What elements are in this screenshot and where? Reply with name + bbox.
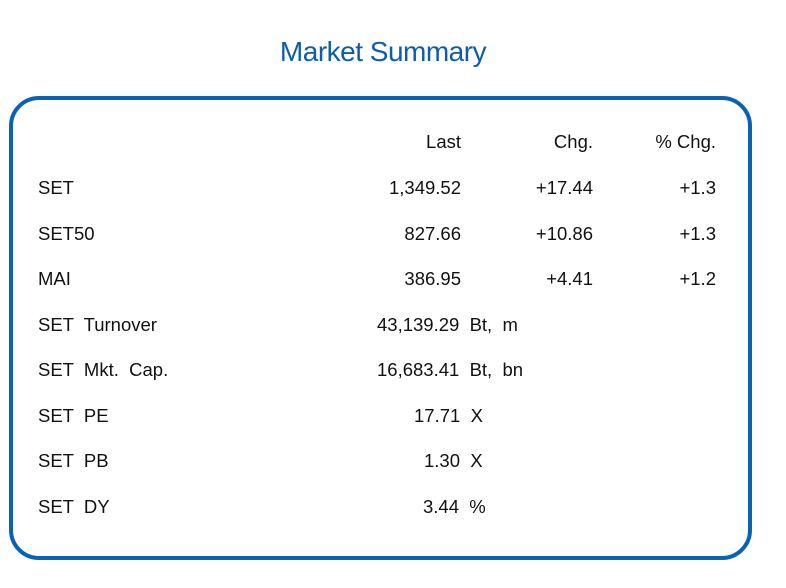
stat-name-pe: SET PE	[38, 405, 109, 426]
stat-value-dy: 3.44 %	[423, 496, 486, 517]
index-last-mai: 386.95	[404, 268, 461, 289]
market-summary-panel	[9, 96, 752, 560]
index-last-set: 1,349.52	[388, 177, 461, 198]
stat-name-mkt-cap: SET Mkt. Cap.	[38, 359, 169, 380]
stat-value-pe: 17.71 X	[414, 405, 483, 426]
index-name-mai: MAI	[38, 268, 71, 289]
index-pct-chg-mai: +1.2	[679, 268, 716, 289]
index-chg-mai: +4.41	[546, 268, 593, 289]
index-chg-set: +17.44	[535, 177, 593, 198]
stat-value-mkt-cap: 16,683.41 Bt, bn	[377, 359, 524, 380]
stat-value-pb: 1.30 X	[424, 450, 483, 471]
stat-name-turnover: SET Turnover	[38, 314, 157, 335]
index-name-set: SET	[38, 177, 74, 198]
stat-name-dy: SET DY	[38, 496, 110, 517]
page-title: Market Summary	[279, 36, 487, 67]
index-pct-chg-set50: +1.3	[679, 223, 716, 244]
column-header-last: Last	[426, 131, 461, 152]
column-header-chg: Chg.	[553, 131, 593, 152]
index-last-set50: 827.66	[404, 223, 461, 244]
index-chg-set50: +10.86	[535, 223, 593, 244]
stat-value-turnover: 43,139.29 Bt, m	[377, 314, 518, 335]
index-pct-chg-set: +1.3	[679, 177, 716, 198]
column-header-pct-chg: % Chg.	[655, 131, 716, 152]
stat-name-pb: SET PB	[38, 450, 109, 471]
index-name-set50: SET50	[38, 223, 95, 244]
